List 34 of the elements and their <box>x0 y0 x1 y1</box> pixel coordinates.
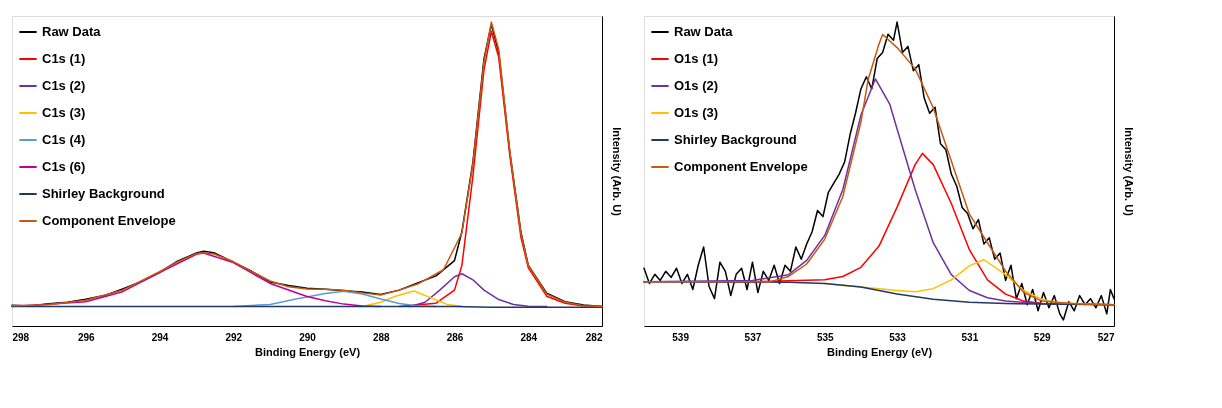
x-tick-label: 539 <box>672 331 690 343</box>
x-tick-label: 284 <box>520 331 538 343</box>
x-tick-label: 294 <box>151 331 169 343</box>
y-axis-title: Intensity (Arb. U) <box>610 127 623 217</box>
x-tick-label: 296 <box>77 331 96 343</box>
x-tick-label: 531 <box>961 331 979 343</box>
x-axis-title: Binding Energy (eV) <box>254 345 361 358</box>
x-tick-label: 290 <box>299 331 317 343</box>
legend-label: O1s (3) <box>674 105 719 120</box>
legend-label: Raw Data <box>42 24 102 39</box>
legend-label: C1s (4) <box>42 132 86 147</box>
legend-label: Raw Data <box>674 24 734 39</box>
y-axis-title: Intensity (Arb. U) <box>1122 127 1135 217</box>
x-tick-label: 298 <box>12 331 30 343</box>
legend-label: O1s (2) <box>674 78 719 93</box>
legend-label: C1s (6) <box>42 159 86 174</box>
x-tick-label: 292 <box>225 331 243 343</box>
x-tick-label: 535 <box>816 331 835 343</box>
legend-label: C1s (2) <box>42 78 86 93</box>
x-tick-label: 527 <box>1097 331 1115 343</box>
x-tick-label: 529 <box>1033 331 1051 343</box>
x-tick-label: 288 <box>372 331 391 343</box>
legend-label: Component Envelope <box>674 159 808 174</box>
x-tick-label: 537 <box>744 331 762 343</box>
legend-label: Shirley Background <box>674 132 797 147</box>
x-axis-title: Binding Energy (eV) <box>826 345 933 358</box>
legend-label: O1s (1) <box>674 51 719 66</box>
legend-label: Shirley Background <box>42 186 165 201</box>
x-tick-label: 533 <box>889 331 907 343</box>
legend-label: Component Envelope <box>42 213 176 228</box>
x-tick-label: 282 <box>585 331 603 343</box>
legend-label: C1s (3) <box>42 105 86 120</box>
legend-label: C1s (1) <box>42 51 86 66</box>
x-tick-label: 286 <box>446 331 464 343</box>
